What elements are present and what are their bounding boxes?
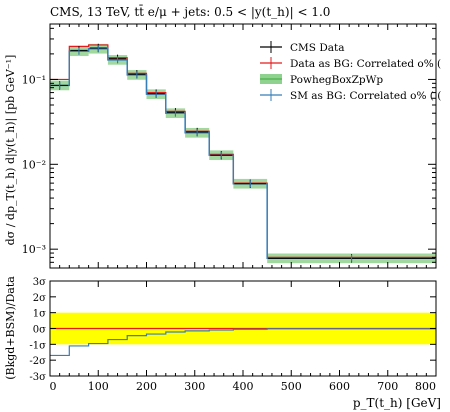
legend: CMS Data Data as BG: Correlated o% ( Powhe… bbox=[260, 41, 441, 102]
x-tick-label: 800 bbox=[415, 380, 436, 393]
x-tick-label: 700 bbox=[377, 380, 398, 393]
x-tick-label: 200 bbox=[136, 380, 157, 393]
ratio-y-tick-label: 3σ bbox=[33, 277, 46, 288]
ratio-y-axis-label: (Bkgd+BSM)/Data bbox=[4, 276, 17, 380]
ratio-y-tick-label: 1σ bbox=[33, 309, 46, 320]
x-tick-label: 600 bbox=[329, 380, 350, 393]
x-axis-label: p_T(t_h) [GeV] bbox=[353, 396, 441, 410]
ratio-y-tick-label: 0σ bbox=[33, 325, 46, 336]
main-panel: 10⁻³ 10⁻² 10⁻¹ bbox=[22, 23, 437, 269]
chart-title: CMS, 13 TeV, tt̄ e/μ + jets: 0.5 < |y(t_… bbox=[50, 3, 330, 19]
main-y-tick-label: 10⁻² bbox=[22, 158, 46, 171]
x-tick-label: 0 bbox=[50, 380, 57, 393]
ratio-y-tick-label: -2σ bbox=[29, 356, 46, 367]
main-y-axis-label: dσ / dp_T(t_h) d|y(t_h)| [pb GeV⁻¹] bbox=[4, 55, 18, 246]
x-tick-label: 100 bbox=[88, 380, 109, 393]
ratio-y-tick-label: 2σ bbox=[33, 293, 46, 304]
x-tick-label: 300 bbox=[184, 380, 205, 393]
main-y-tick-label: 10⁻³ bbox=[22, 243, 46, 256]
legend-label: PowhegBoxZpWp bbox=[290, 74, 383, 86]
legend-label: Data as BG: Correlated o% ( bbox=[290, 58, 441, 70]
main-y-tick-label: 10⁻¹ bbox=[22, 73, 46, 86]
ratio-series-line bbox=[50, 328, 436, 357]
x-tick-label: 400 bbox=[233, 380, 254, 393]
ratio-panel: 3σ 2σ 1σ 0σ -1σ -2σ -3σ 0 100 200 300 400 500 600 700 8… bbox=[29, 277, 437, 393]
x-tick-label: 500 bbox=[281, 380, 302, 393]
legend-label: SM as BG: Correlated o% ( ( bbox=[290, 90, 441, 102]
ratio-y-tick-label: -1σ bbox=[29, 340, 46, 351]
legend-label: CMS Data bbox=[290, 42, 344, 54]
ratio-y-tick-label: -3σ bbox=[29, 372, 46, 383]
